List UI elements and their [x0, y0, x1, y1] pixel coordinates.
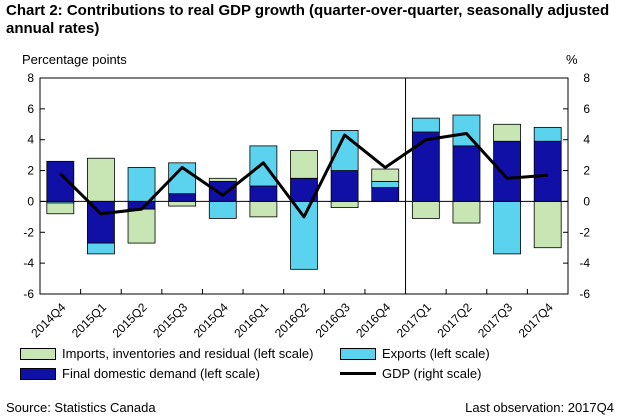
- right-y-tick-label: 8: [583, 71, 590, 85]
- bar-final-demand: [330, 170, 359, 202]
- right-axis-unit: %: [566, 52, 578, 67]
- left-y-tick-label: 4: [27, 133, 34, 147]
- bar-final-demand: [87, 201, 115, 244]
- bar-exports: [249, 145, 278, 187]
- source-note: Source: Statistics Canada: [6, 400, 156, 415]
- x-tick-label: 2017Q4: [516, 300, 556, 340]
- left-y-tick-label: 0: [27, 194, 34, 208]
- bar-imports: [330, 201, 359, 209]
- legend-label-gdp: GDP (right scale): [382, 366, 482, 381]
- bar-imports: [249, 201, 278, 218]
- x-tick-label: 2014Q4: [28, 300, 68, 340]
- left-axis-unit: Percentage points: [22, 52, 127, 67]
- bar-final-demand: [533, 140, 562, 202]
- x-tick-label: 2016Q2: [272, 300, 312, 340]
- legend-label-imports: Imports, inventories and residual (left …: [62, 346, 314, 361]
- bar-imports: [371, 168, 400, 182]
- bar-final-demand: [249, 185, 278, 202]
- x-tick-label: 2015Q2: [110, 300, 150, 340]
- bar-exports: [87, 242, 115, 255]
- bar-imports: [208, 177, 237, 182]
- left-y-tick-label: -2: [23, 225, 34, 239]
- bar-imports: [87, 157, 115, 202]
- bar-imports: [168, 201, 197, 207]
- bar-exports: [411, 117, 440, 133]
- bar-exports: [493, 201, 521, 255]
- legend-swatch-final-demand: [20, 367, 56, 380]
- legend-item-imports: Imports, inventories and residual (left …: [20, 346, 313, 361]
- left-y-tick-label: 2: [27, 164, 34, 178]
- bar-final-demand: [452, 145, 481, 202]
- x-tick-label: 2016Q1: [231, 300, 271, 340]
- bar-final-demand: [371, 187, 400, 202]
- bar-imports: [493, 123, 521, 142]
- left-y-tick-label: 8: [27, 71, 34, 85]
- x-tick-label: 2017Q3: [475, 300, 515, 340]
- legend-item-final-demand: Final domestic demand (left scale): [20, 366, 260, 381]
- bar-final-demand: [168, 193, 197, 202]
- right-y-tick-label: 4: [583, 133, 590, 147]
- bar-final-demand: [493, 140, 521, 202]
- plot-frame: [39, 77, 569, 295]
- bar-exports: [371, 180, 400, 188]
- x-tick-label: 2016Q3: [313, 300, 353, 340]
- bar-imports: [290, 150, 318, 179]
- bar-exports: [290, 201, 318, 270]
- legend-label-final-demand: Final domestic demand (left scale): [62, 366, 260, 381]
- gdp-line: [59, 132, 548, 219]
- right-y-tick-label: 2: [583, 164, 590, 178]
- legend-label-exports: Exports (left scale): [382, 346, 490, 361]
- x-tick-label: 2016Q4: [353, 300, 393, 340]
- left-y-tick-label: -4: [23, 256, 34, 270]
- x-tick-label: 2015Q4: [191, 300, 231, 340]
- right-y-tick-label: -4: [579, 256, 590, 270]
- x-tick-label: 2015Q3: [150, 300, 190, 340]
- legend-item-gdp: GDP (right scale): [340, 366, 481, 381]
- left-y-tick-label: -6: [23, 287, 34, 301]
- bar-final-demand: [208, 180, 237, 202]
- bar-imports: [127, 208, 156, 244]
- right-y-tick-label: -6: [579, 287, 590, 301]
- bar-imports: [533, 201, 562, 249]
- bar-imports: [46, 202, 75, 215]
- right-y-tick-label: -2: [579, 225, 590, 239]
- bar-exports: [127, 167, 156, 202]
- legend-swatch-gdp: [340, 372, 376, 375]
- x-tick-label: 2015Q1: [69, 300, 109, 340]
- last-observation-note: Last observation: 2017Q4: [465, 400, 614, 415]
- bar-exports: [208, 201, 237, 219]
- x-tick-label: 2017Q1: [394, 300, 434, 340]
- legend-swatch-exports: [340, 347, 376, 360]
- bar-imports: [452, 201, 481, 224]
- legend-item-exports: Exports (left scale): [340, 346, 490, 361]
- chart-title: Chart 2: Contributions to real GDP growt…: [6, 2, 610, 37]
- bar-final-demand: [411, 131, 440, 202]
- legend-swatch-imports: [20, 347, 56, 360]
- bar-exports: [533, 126, 562, 142]
- left-y-tick-label: 6: [27, 102, 34, 116]
- x-tick-label: 2017Q2: [434, 300, 474, 340]
- right-y-tick-label: 0: [583, 194, 590, 208]
- bar-exports: [452, 114, 481, 147]
- bar-imports: [411, 201, 440, 219]
- right-y-tick-label: 6: [583, 102, 590, 116]
